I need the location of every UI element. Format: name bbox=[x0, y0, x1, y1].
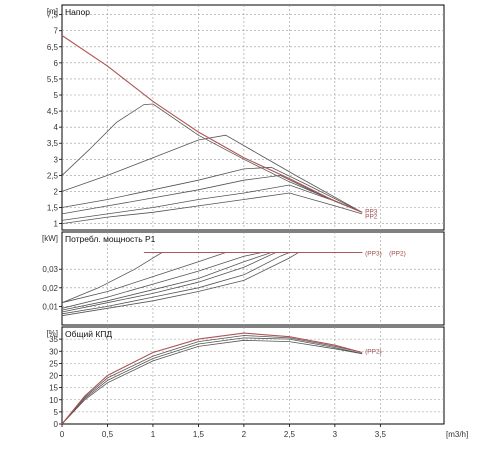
series-line-2 bbox=[61, 184, 363, 221]
series-line-3 bbox=[61, 174, 363, 215]
y-tick-label: 0,01 bbox=[42, 302, 58, 311]
y-tick-label: 30 bbox=[49, 347, 58, 356]
panel-title: Общий КПД bbox=[65, 329, 112, 339]
y-tick-label: 0 bbox=[54, 420, 59, 429]
series-line-4 bbox=[61, 166, 363, 213]
series-line-5 bbox=[61, 134, 363, 213]
y-tick-label: 7,5 bbox=[47, 11, 59, 20]
y-axis-unit: [%] bbox=[46, 329, 58, 338]
panel-title: Потребл. мощность P1 bbox=[65, 234, 156, 244]
chart-panel-2: 0,01 0,02 0,03 [kW] Потребл. мощность P1 (PP3… bbox=[42, 231, 445, 326]
y-axis-unit: [kW] bbox=[42, 234, 58, 243]
y-tick-label: 4,5 bbox=[47, 107, 59, 116]
x-axis-unit: [m3/h] bbox=[446, 430, 468, 439]
y-tick-label: 4 bbox=[54, 123, 59, 132]
series-line-2 bbox=[61, 337, 363, 425]
y-tick-label: 0,03 bbox=[42, 265, 58, 274]
x-tick-label: 2 bbox=[242, 430, 247, 439]
y-tick-label: 35 bbox=[49, 335, 58, 344]
chart-panel-3: 0 5 10 15 20 25 30 35[%] Общий КПД (PP2) bbox=[46, 326, 445, 429]
y-tick-label: 1,5 bbox=[47, 204, 59, 213]
x-tick-label: 1,5 bbox=[193, 430, 205, 439]
y-tick-label: 0,02 bbox=[42, 284, 58, 293]
y-tick-label: 5 bbox=[54, 91, 59, 100]
y-tick-label: 6,5 bbox=[47, 43, 59, 52]
y-tick-label: 20 bbox=[49, 372, 58, 381]
series-line-1 bbox=[61, 252, 363, 317]
series-line-1 bbox=[61, 339, 363, 425]
x-tick-label: 0,5 bbox=[102, 430, 114, 439]
series-line-1 bbox=[61, 192, 363, 224]
series-line-2 bbox=[61, 252, 363, 315]
y-tick-label: 3 bbox=[54, 155, 59, 164]
plot-frame bbox=[61, 231, 445, 326]
y-tick-label: 5 bbox=[54, 408, 59, 417]
y-tick-label: 10 bbox=[49, 396, 58, 405]
y-tick-label: 3,5 bbox=[47, 139, 59, 148]
series-line-4 bbox=[61, 332, 363, 425]
y-tick-label: 15 bbox=[49, 384, 58, 393]
y-axis-unit: [m] bbox=[47, 7, 58, 16]
x-tick-label: 2,5 bbox=[284, 430, 296, 439]
curve-label: PP2 bbox=[365, 213, 378, 220]
x-tick-label: 3 bbox=[333, 430, 338, 439]
x-tick-label: 0 bbox=[60, 430, 65, 439]
x-tick-label: 1 bbox=[151, 430, 156, 439]
y-tick-label: 2,5 bbox=[47, 171, 59, 180]
y-tick-label: 25 bbox=[49, 359, 58, 368]
y-tick-label: 5,5 bbox=[47, 75, 59, 84]
y-tick-label: 6 bbox=[54, 59, 59, 68]
curve-label: PP3 bbox=[365, 208, 378, 215]
curve-label: (PP2) bbox=[389, 250, 406, 257]
y-tick-label: 7 bbox=[54, 27, 59, 36]
y-tick-label: 2 bbox=[54, 187, 59, 196]
series-line-3 bbox=[61, 335, 363, 425]
series-line-6 bbox=[61, 103, 363, 213]
series-line-7 bbox=[61, 35, 363, 213]
plot-frame bbox=[61, 4, 445, 231]
chart-panel-1: 1 1,5 2 2,5 3 3,5 4 4,5 5 5,5 6 6,5 7 7,5[m] Напор PP3P… bbox=[47, 4, 445, 231]
curve-label: (PP3) bbox=[365, 250, 382, 257]
curve-label: (PP2) bbox=[365, 348, 382, 355]
y-tick-label: 1 bbox=[54, 220, 59, 229]
x-tick-label: 3,5 bbox=[375, 430, 387, 439]
panel-title: Напор bbox=[65, 7, 90, 17]
